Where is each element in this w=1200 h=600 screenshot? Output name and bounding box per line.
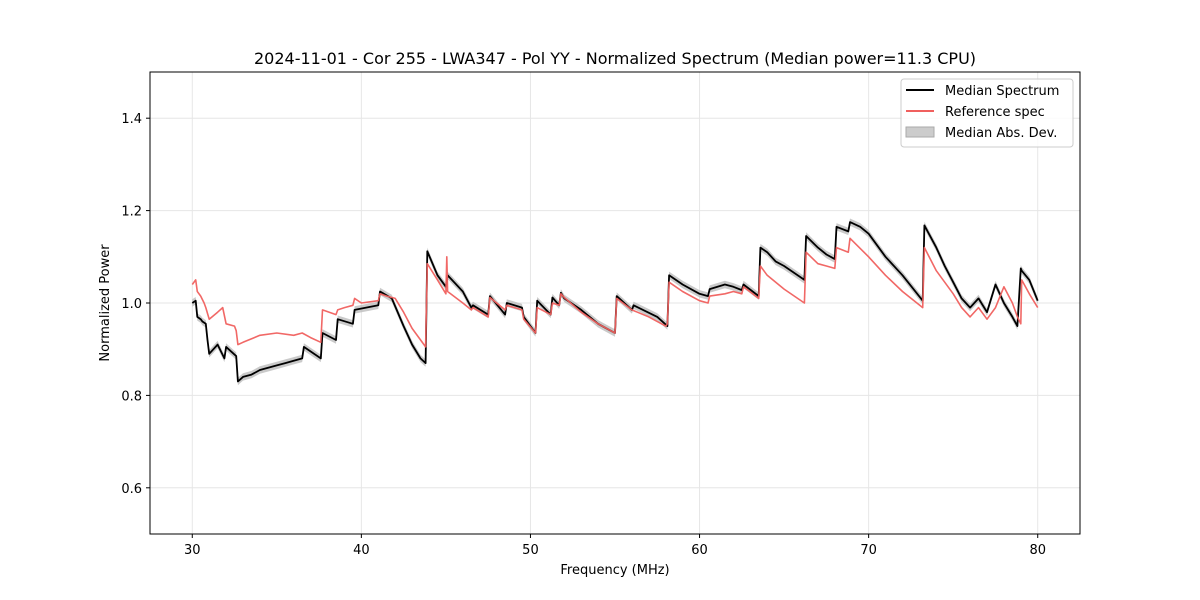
x-tick-label: 80 — [1029, 543, 1046, 558]
y-axis-label: Normalized Power — [98, 244, 113, 362]
x-tick-label: 70 — [860, 543, 877, 558]
plot-area — [191, 218, 1039, 386]
y-tick-label: 0.8 — [121, 389, 142, 404]
y-tick-label: 1.4 — [121, 112, 142, 127]
legend-mad-swatch — [905, 126, 935, 138]
chart-title: 2024-11-01 - Cor 255 - LWA347 - Pol YY -… — [254, 49, 976, 68]
y-tick-label: 1.0 — [121, 297, 142, 312]
x-tick-label: 50 — [522, 543, 539, 558]
legend-mad-label: Median Abs. Dev. — [945, 126, 1057, 141]
legend-reference-label: Reference spec — [945, 105, 1045, 120]
reference-spec-line — [191, 237, 1039, 348]
x-axis-label: Frequency (MHz) — [560, 563, 669, 578]
mad-band — [192, 218, 1038, 386]
legend: Median Spectrum Reference spec Median Ab… — [900, 78, 1074, 148]
x-tick-label: 60 — [691, 543, 708, 558]
y-tick-label: 0.6 — [121, 482, 142, 497]
legend-median-label: Median Spectrum — [945, 84, 1059, 99]
x-tick-label: 30 — [184, 543, 201, 558]
legend-box — [900, 78, 1074, 148]
x-tick-label: 40 — [353, 543, 370, 558]
axis-ticks: 30 40 50 60 70 80 0.6 0.8 1.0 1.2 1.4 — [121, 112, 1046, 558]
y-tick-label: 1.2 — [121, 205, 142, 220]
